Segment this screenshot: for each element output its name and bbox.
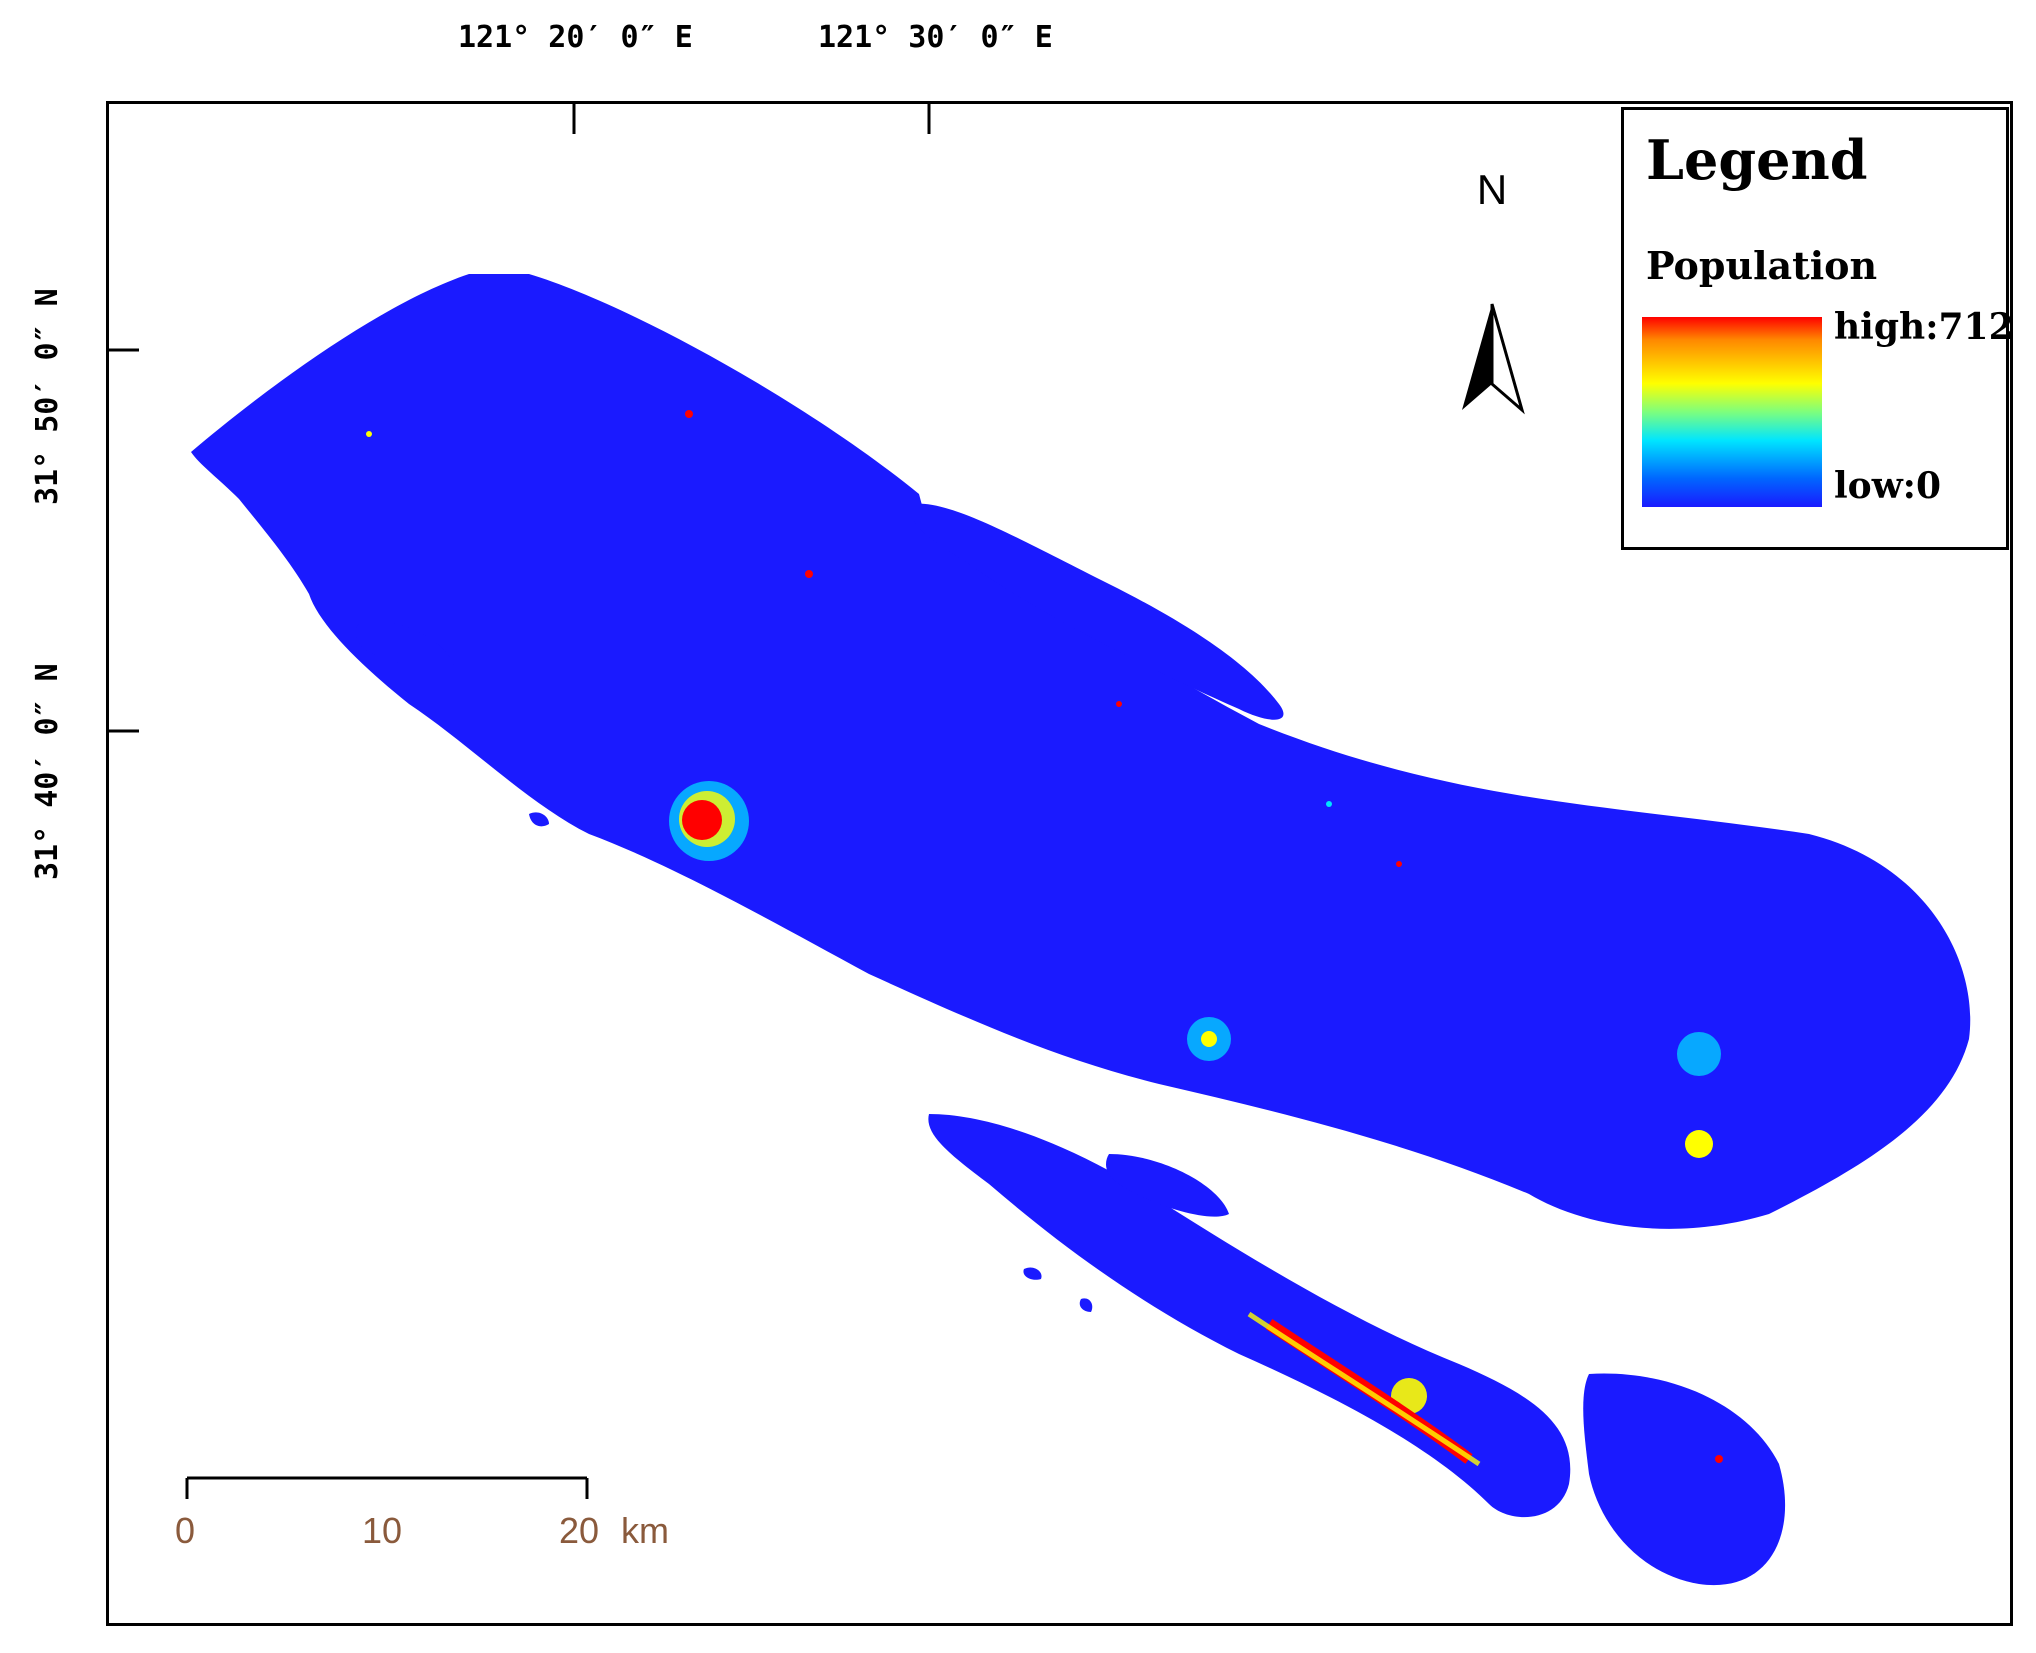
- latitude-label-1: 31° 50′ 0″ N: [30, 288, 65, 505]
- latitude-label-2: 31° 40′ 0″ N: [30, 663, 65, 880]
- legend-color-ramp: [1642, 317, 1822, 507]
- longitude-label-2: 121° 30′ 0″ E: [818, 20, 1053, 55]
- west-islet: [355, 621, 454, 669]
- scale-tick-20: 20: [559, 1510, 600, 1551]
- scale-tick-0: 0: [175, 1510, 196, 1551]
- scale-bar: [185, 1476, 589, 1499]
- legend: Legend Population high:712 low:0: [1621, 107, 2014, 550]
- legend-low-label: low:0: [1834, 465, 1942, 507]
- main-island: [191, 274, 1971, 1229]
- population-map: N: [109, 104, 1971, 1586]
- changxing-north-islet: [1106, 1154, 1229, 1217]
- north-arrow-icon: [1462, 303, 1525, 415]
- population-hotspots: [366, 410, 1723, 1467]
- legend-field: Population: [1646, 243, 1878, 288]
- north-arrow-label: N: [1477, 166, 1507, 213]
- legend-high-label: high:712: [1834, 306, 2014, 348]
- north-sandbar: [909, 503, 1284, 720]
- islet-b: [1079, 1298, 1093, 1312]
- tiny-islet: [529, 812, 549, 827]
- legend-title: Legend: [1646, 128, 1868, 192]
- scale-unit: km: [621, 1510, 669, 1551]
- longitude-label-1: 121° 20′ 0″ E: [458, 20, 693, 55]
- hengsha-island: [1583, 1373, 1786, 1586]
- scale-tick-10: 10: [362, 1510, 403, 1551]
- islet-a: [1023, 1267, 1042, 1280]
- map-frame: N 0 10 20 km: [106, 101, 2013, 1626]
